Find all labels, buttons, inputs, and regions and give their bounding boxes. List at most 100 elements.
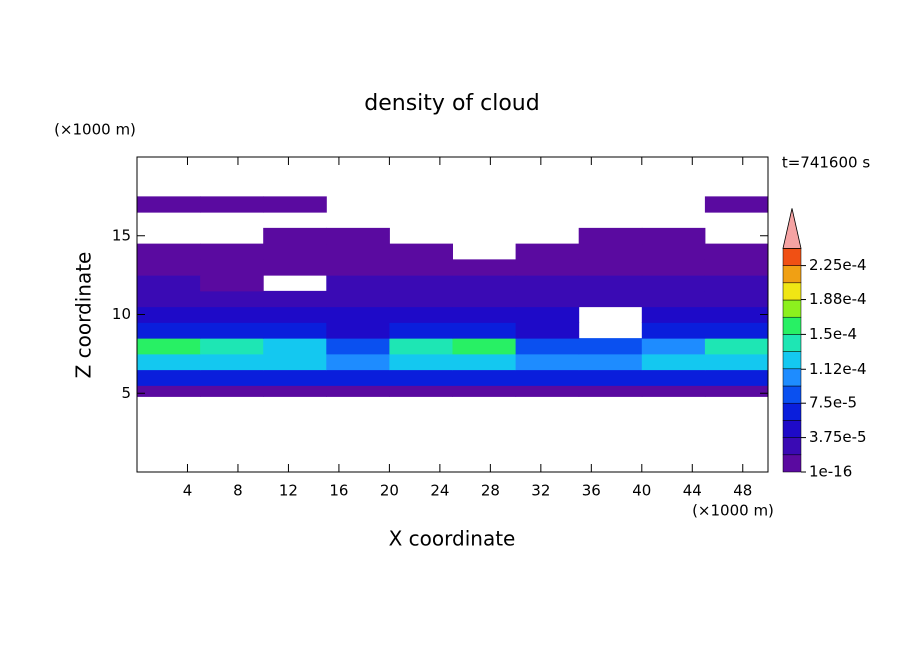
x-tick-label: 24 — [430, 482, 449, 500]
cell — [641, 290, 706, 308]
cell — [641, 369, 706, 386]
cell — [200, 338, 264, 355]
cell — [389, 275, 453, 292]
cell — [578, 275, 643, 292]
cell — [515, 353, 580, 371]
cell — [515, 385, 580, 397]
colorbar-tick-label: 1e-16 — [809, 463, 852, 481]
cell — [200, 196, 264, 213]
cell — [452, 353, 517, 371]
cell — [200, 243, 264, 260]
cell — [200, 322, 264, 339]
cell — [137, 259, 201, 276]
cell — [515, 322, 580, 339]
cell — [641, 243, 706, 260]
cell — [452, 306, 517, 323]
y-tick-label: 10 — [112, 305, 131, 323]
annotation: t=741600 s — [782, 154, 870, 172]
cell — [578, 259, 643, 276]
cell — [515, 275, 580, 292]
cell — [326, 243, 390, 260]
cell — [515, 369, 580, 386]
cell — [263, 385, 327, 397]
cell — [137, 306, 201, 323]
cell — [452, 385, 517, 397]
cell — [263, 353, 327, 371]
cell — [389, 290, 453, 308]
cell — [515, 306, 580, 323]
cell — [326, 338, 390, 355]
cell — [200, 385, 264, 397]
cell — [137, 243, 201, 260]
colorbar-box — [782, 334, 802, 352]
cell — [326, 275, 390, 292]
cell — [389, 338, 453, 355]
cell — [263, 338, 327, 355]
cell — [704, 196, 769, 213]
colorbar-tick-label: 1.88e-4 — [809, 290, 867, 308]
x-tick-label: 48 — [733, 482, 752, 500]
colorbar-box — [782, 248, 802, 266]
cell — [704, 322, 769, 339]
x-tick-label: 44 — [683, 482, 702, 500]
cell — [578, 369, 643, 386]
x-tick-label: 16 — [329, 482, 348, 500]
y-axis-label: Z coordinate — [72, 252, 96, 379]
cell — [515, 259, 580, 276]
cell — [263, 196, 327, 213]
x-tick-label: 4 — [183, 482, 193, 500]
cell — [263, 259, 327, 276]
x-tick-label: 12 — [279, 482, 298, 500]
cell — [578, 353, 643, 371]
x-unit: (×1000 m) — [692, 502, 774, 520]
cell — [704, 259, 769, 276]
cell — [137, 369, 201, 386]
cell — [200, 259, 264, 276]
y-tick-label: 5 — [121, 384, 131, 402]
cell — [263, 322, 327, 339]
x-tick-label: 20 — [380, 482, 399, 500]
cell — [578, 385, 643, 397]
colorbar-tick-label: 1.12e-4 — [809, 360, 867, 378]
y-tick-label: 15 — [112, 226, 131, 244]
cell — [263, 369, 327, 386]
colorbar-extend — [782, 208, 802, 249]
colorbar-box — [782, 437, 802, 456]
colorbar-box — [782, 299, 802, 318]
cell — [578, 290, 643, 308]
cell — [641, 306, 706, 323]
x-tick-label: 36 — [582, 482, 601, 500]
cell — [704, 290, 769, 308]
colorbar-box — [782, 316, 802, 335]
cell — [137, 275, 201, 292]
cell — [515, 290, 580, 308]
cell — [641, 275, 706, 292]
cell — [137, 196, 201, 213]
cell — [641, 227, 706, 245]
cell — [641, 322, 706, 339]
cell — [389, 353, 453, 371]
cell — [326, 353, 390, 371]
cell — [641, 338, 706, 355]
cell — [389, 322, 453, 339]
cell — [326, 290, 390, 308]
cell — [452, 275, 517, 292]
cell — [704, 243, 769, 260]
cell — [263, 290, 327, 308]
cell — [200, 290, 264, 308]
colorbar-box — [782, 402, 802, 421]
x-tick-label: 8 — [233, 482, 243, 500]
cell — [389, 259, 453, 276]
y-unit: (×1000 m) — [54, 121, 136, 139]
colorbar-tick-label: 7.5e-5 — [809, 394, 857, 412]
cell — [452, 338, 517, 355]
cell — [263, 227, 327, 245]
x-tick-label: 32 — [531, 482, 550, 500]
cell — [578, 338, 643, 355]
colorbar-box — [782, 420, 802, 438]
cell — [137, 322, 201, 339]
cell — [515, 338, 580, 355]
colorbar-box — [782, 454, 802, 473]
cell — [704, 338, 769, 355]
